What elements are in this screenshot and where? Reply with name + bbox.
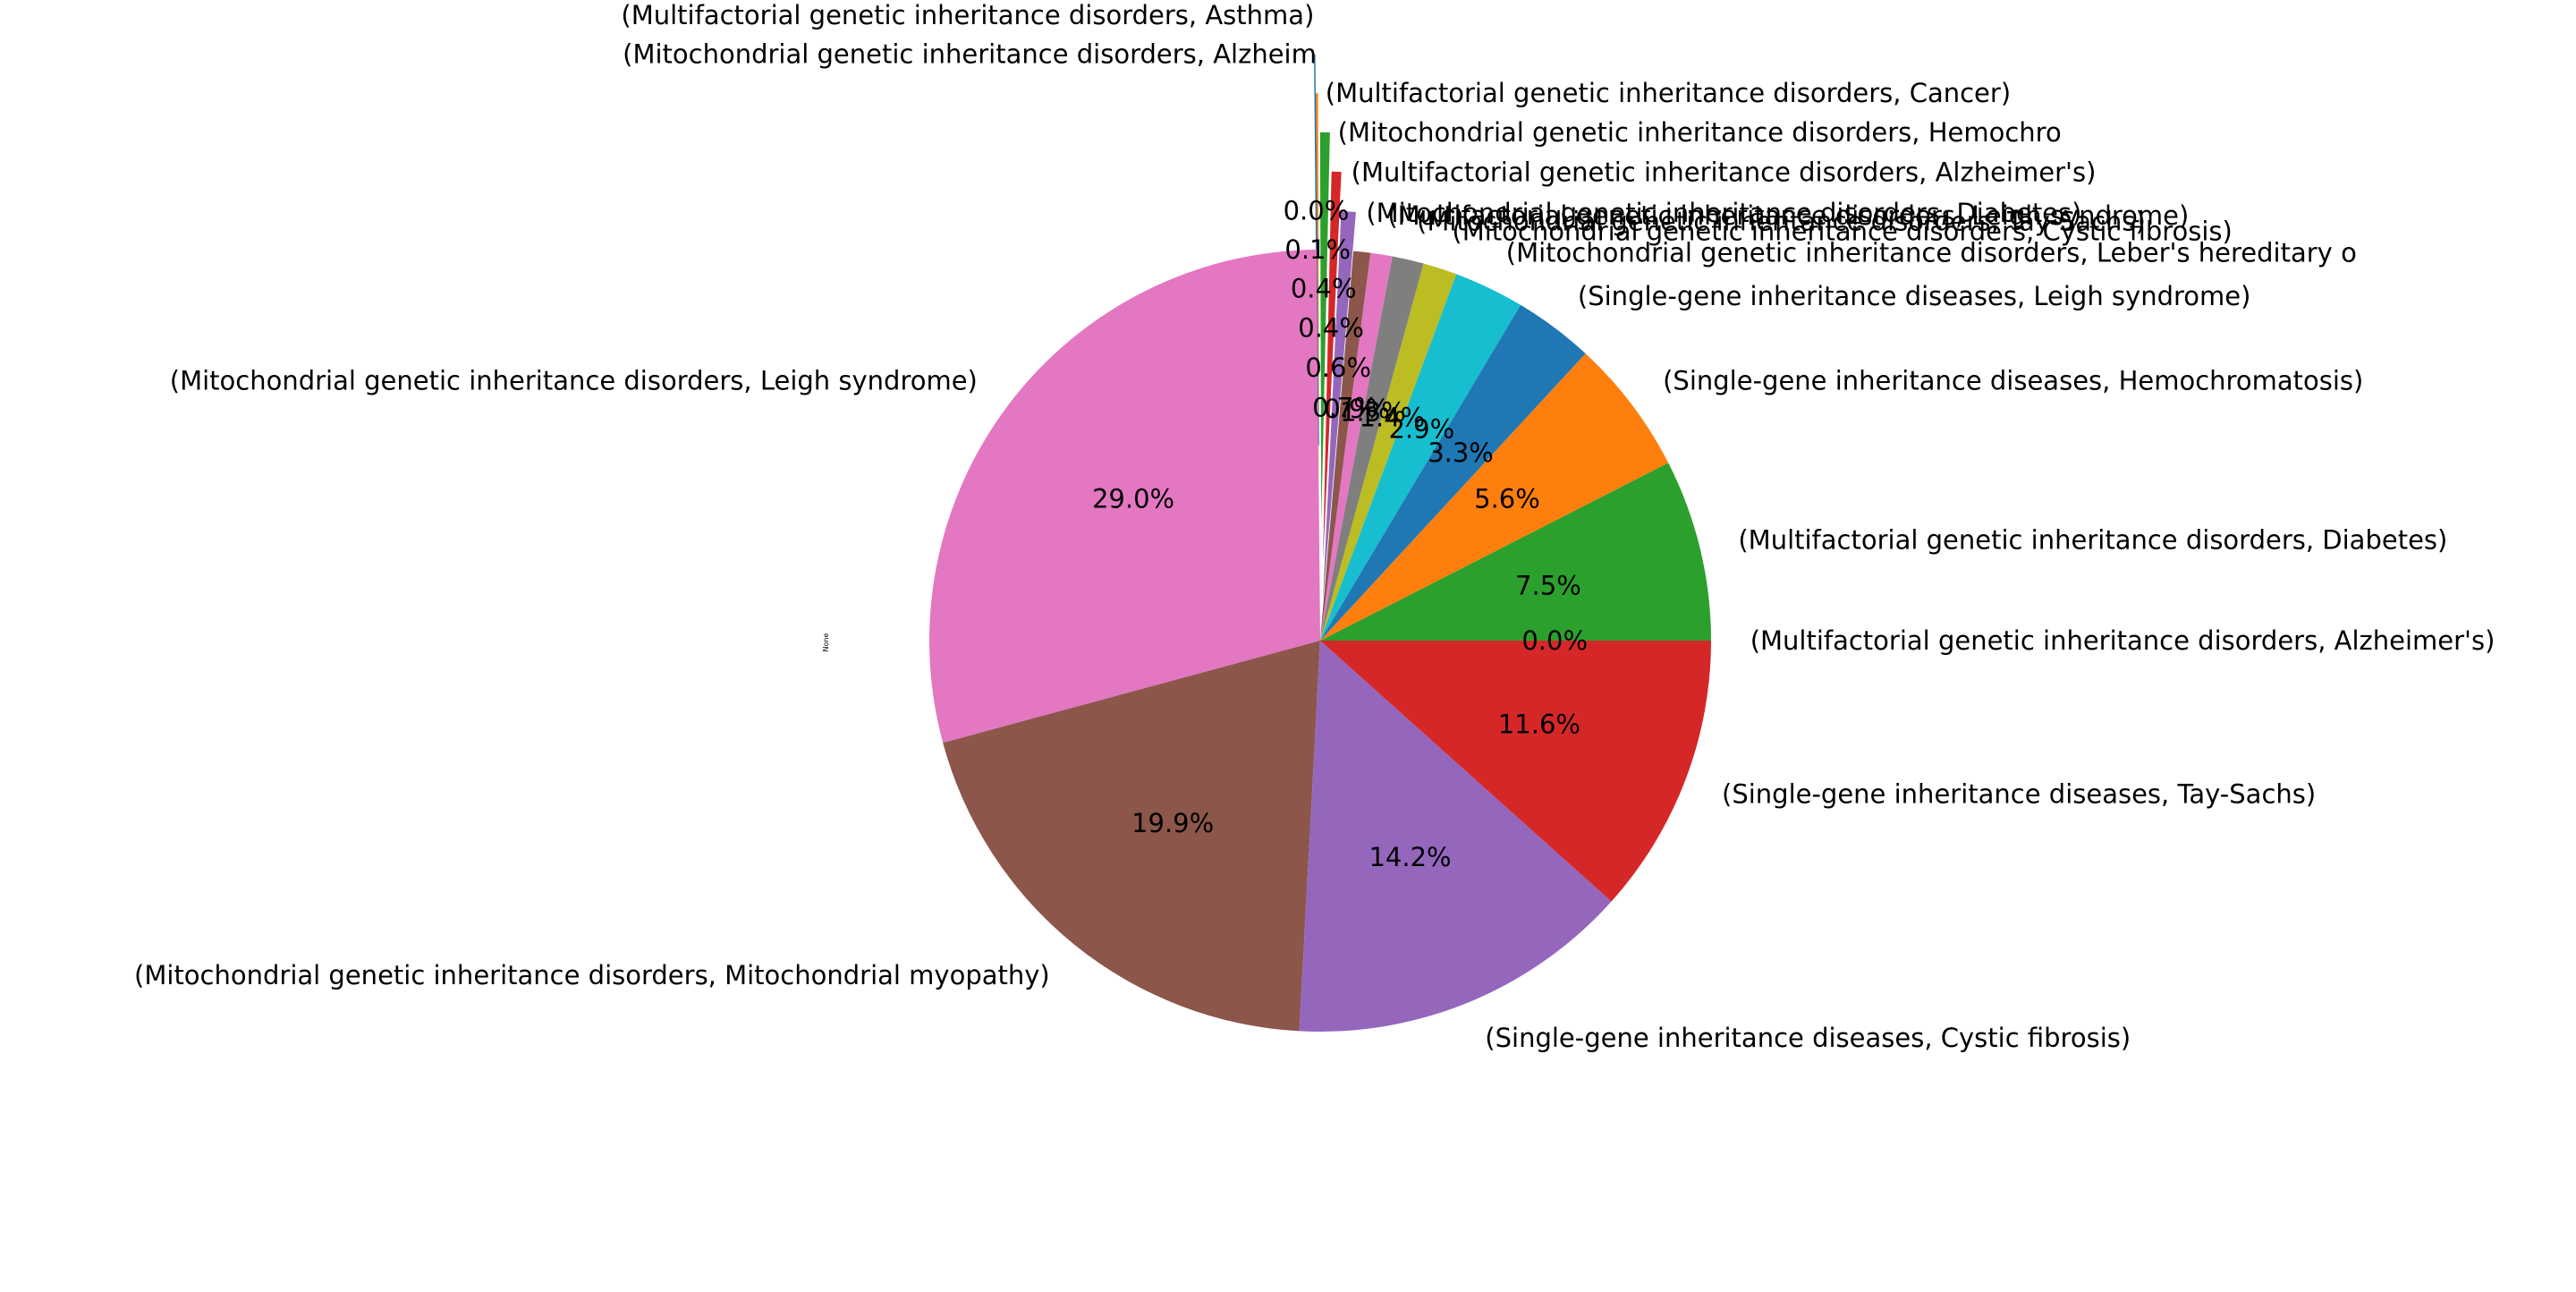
slice-percent-label: 29.0%: [1092, 484, 1174, 514]
slice-category-label: (Single-gene inheritance diseases, Leigh…: [1578, 281, 2251, 311]
slice-category-label: (Single-gene inheritance diseases, Tay-S…: [1722, 779, 2316, 810]
y-axis-label: None: [822, 633, 830, 651]
slice-percent-label: 11.6%: [1498, 710, 1580, 740]
slice-percent-label: 14.2%: [1368, 842, 1451, 872]
slice-percent-label: 0.4%: [1298, 313, 1364, 344]
slice-percent-label: 1.4%: [1360, 402, 1426, 432]
pie-slice: [1320, 263, 1457, 641]
slice-category-label: (Mitochondrial genetic inheritance disor…: [623, 39, 1317, 70]
slice-percent-label: 5.6%: [1474, 484, 1540, 514]
pie-slice: [1323, 171, 1342, 563]
percent-labels-layer: 0.0% 7.5% 5.6% 3.3%2.9%1.4%1.3%0.9%0.7% 0.6%…: [1092, 195, 1588, 872]
slice-category-label: (Multifactorial genetic inheritance diso…: [1387, 200, 2189, 231]
pie-slice: [1320, 304, 1586, 641]
slice-percent-label: 2.9%: [1388, 414, 1454, 445]
pie-slice: [1320, 274, 1521, 641]
pie-slice: [1319, 132, 1330, 523]
slice-percent-label: 7.5%: [1515, 571, 1581, 601]
pie-slice: [1320, 353, 1669, 641]
pie-slice: [1320, 252, 1393, 641]
slice-category-label: (Multifactorial genetic inheritance diso…: [1326, 78, 2011, 108]
slice-percent-label: 3.3%: [1428, 438, 1494, 468]
slice-category-label: (Mitochondrial genetic inheritance disor…: [1417, 207, 2146, 237]
slice-percent-label: 0.0%: [1284, 195, 1350, 225]
slice-category-label: (Multifactorial genetic inheritance diso…: [1352, 157, 2097, 188]
slice-category-label: (Mitochondrial genetic inheritance disor…: [134, 960, 1050, 990]
slice-percent-label: 0.6%: [1305, 353, 1371, 383]
slice-category-label: (Multifactorial genetic inheritance diso…: [1750, 625, 2496, 656]
slice-category-label: (Single-gene inheritance diseases, Hemoc…: [1663, 366, 2363, 396]
pie-slice: [1320, 251, 1371, 641]
pie-slice: [1299, 641, 1612, 1032]
slice-percent-label: 1.3%: [1340, 397, 1406, 428]
pie-slice: [1320, 256, 1424, 641]
pie-slice: [1320, 463, 1711, 641]
slice-percent-label: 0.0%: [1521, 625, 1588, 656]
slices-layer: [929, 54, 1711, 1032]
slice-category-label: (Mitochondrial genetic inheritance disor…: [1452, 216, 2232, 246]
slice-percent-label: 19.9%: [1131, 808, 1214, 838]
slice-category-label: (Multifactorial genetic inheritance diso…: [621, 0, 1314, 30]
slice-labels-layer: (Multifactorial genetic inheritance diso…: [134, 0, 2495, 1053]
slice-percent-label: 0.4%: [1291, 274, 1357, 304]
slice-category-label: (Mitochondrial genetic inheritance disor…: [1366, 198, 2081, 228]
pie-slice: [1320, 641, 1711, 902]
pie-slice: [929, 250, 1320, 744]
slice-percent-label: 0.7%: [1312, 392, 1378, 422]
slice-percent-label: 0.1%: [1284, 234, 1351, 265]
slice-category-label: (Mitochondrial genetic inheritance disor…: [1338, 117, 2062, 148]
slice-category-label: (Mitochondrial genetic inheritance disor…: [170, 366, 978, 396]
slice-category-label: (Single-gene inheritance diseases, Cysti…: [1485, 1023, 2131, 1053]
slice-category-label: (Multifactorial genetic inheritance diso…: [1738, 525, 2447, 556]
slice-category-label: (Mitochondrial genetic inheritance disor…: [1506, 238, 2357, 268]
pie-slice: [1322, 210, 1356, 602]
pie-slice: [943, 641, 1320, 1032]
slice-percent-label: 0.9%: [1324, 394, 1390, 424]
